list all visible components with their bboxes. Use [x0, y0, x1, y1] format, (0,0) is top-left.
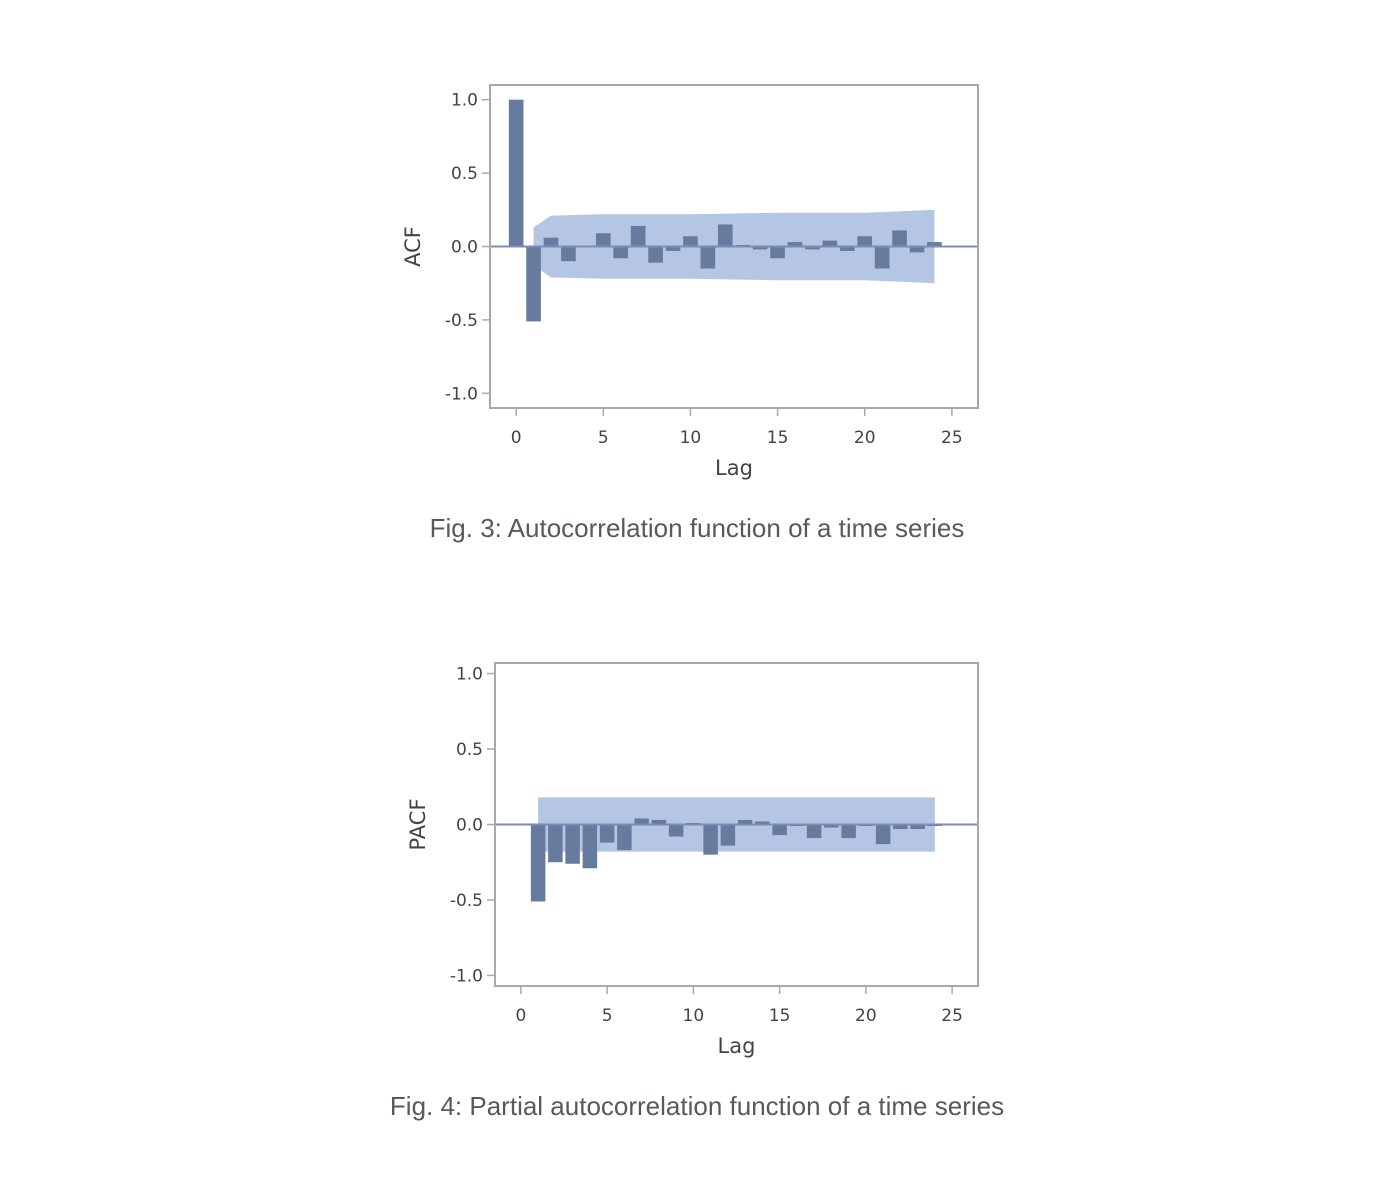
bar-lag-5 — [599, 824, 615, 843]
bar-lag-14 — [755, 821, 770, 825]
y-tick-label: 1.0 — [456, 665, 483, 685]
x-tick-label: 0 — [511, 428, 522, 448]
x-tick-label: 10 — [683, 1006, 705, 1026]
bar-lag-23 — [909, 246, 925, 253]
x-tick-label: 0 — [515, 1006, 526, 1026]
x-axis-title: Lag — [718, 1034, 756, 1058]
bar-lag-22 — [892, 230, 907, 247]
bar-lag-18 — [822, 240, 838, 247]
y-tick-label: -1.0 — [450, 966, 483, 986]
y-tick-label: 0.0 — [456, 816, 483, 836]
bar-lag-7 — [634, 818, 649, 825]
x-tick-label: 15 — [767, 428, 789, 448]
bar-lag-16 — [787, 242, 803, 247]
bar-lag-9 — [668, 824, 684, 837]
bar-lag-14 — [752, 246, 768, 250]
bar-lag-6 — [613, 246, 629, 259]
bar-lag-19 — [841, 824, 856, 839]
pacf-caption: Fig. 4: Partial autocorrelation function… — [389, 1091, 1005, 1121]
bar-lag-19 — [839, 246, 855, 251]
bar-lag-21 — [875, 824, 891, 845]
bar-lag-4 — [582, 824, 598, 869]
y-axis-title: ACF — [401, 226, 425, 267]
bar-lag-3 — [565, 824, 580, 864]
bar-lag-9 — [665, 246, 681, 251]
bar-lag-2 — [548, 824, 563, 863]
bar-lag-15 — [770, 246, 785, 259]
y-tick-label: 0.0 — [451, 238, 478, 258]
bar-lag-23 — [910, 824, 925, 830]
y-axis-title: PACF — [406, 798, 430, 850]
bar-lag-2 — [543, 237, 559, 247]
bar-lag-5 — [595, 233, 611, 247]
bar-lag-1 — [530, 824, 546, 902]
bar-lag-8 — [648, 246, 663, 263]
y-tick-label: 1.0 — [451, 91, 478, 111]
pacf-figure: 1.0 0.5 0.0 -0.5 -1.0 0 5 10 15 20 25 Lag PACF Fig. … — [0, 580, 1394, 1140]
x-tick-label: 5 — [598, 428, 609, 448]
bar-lag-15 — [772, 824, 787, 836]
bar-lag-17 — [806, 824, 822, 839]
bar-lag-0 — [508, 99, 524, 247]
y-tick-label: -0.5 — [445, 311, 478, 331]
x-tick-label: 20 — [855, 1006, 877, 1026]
y-tick-label: -0.5 — [450, 891, 483, 911]
x-axis-title: Lag — [715, 456, 753, 480]
bar-lag-18 — [824, 824, 839, 828]
bar-lag-10 — [683, 236, 698, 247]
bar-lag-12 — [720, 824, 736, 846]
x-tick-label: 20 — [854, 428, 876, 448]
bar-lag-11 — [703, 824, 718, 855]
x-tick-label: 5 — [602, 1006, 613, 1026]
x-tick-label: 10 — [680, 428, 702, 448]
acf-figure: 1.0 0.5 0.0 -0.5 -1.0 0 5 10 15 20 25 Lag ACF Fig. 3… — [0, 0, 1394, 560]
bar-lag-1 — [526, 246, 541, 322]
x-tick-label: 15 — [769, 1006, 791, 1026]
bar-lag-7 — [630, 225, 646, 247]
bar-lag-11 — [700, 246, 716, 269]
bar-lag-20 — [857, 236, 873, 247]
bar-lag-12 — [717, 224, 733, 247]
x-tick-label: 25 — [941, 1006, 963, 1026]
x-tick-label: 25 — [941, 428, 963, 448]
acf-chart: 1.0 0.5 0.0 -0.5 -1.0 0 5 10 15 20 25 Lag ACF — [401, 84, 979, 480]
y-tick-label: 0.5 — [456, 740, 483, 760]
bar-lag-3 — [561, 246, 576, 262]
bar-lag-22 — [893, 824, 908, 830]
y-tick-label: -1.0 — [445, 384, 478, 404]
bar-lag-8 — [651, 819, 667, 825]
bar-lag-13 — [737, 819, 753, 825]
y-tick-label: 0.5 — [451, 164, 478, 184]
bar-lag-24 — [927, 242, 942, 247]
pacf-chart: 1.0 0.5 0.0 -0.5 -1.0 0 5 10 15 20 25 Lag PACF — [406, 662, 979, 1058]
bar-lag-21 — [874, 246, 890, 269]
acf-caption: Fig. 3: Autocorrelation function of a ti… — [429, 513, 965, 543]
bar-lag-6 — [617, 824, 632, 851]
bar-lag-17 — [805, 246, 820, 250]
